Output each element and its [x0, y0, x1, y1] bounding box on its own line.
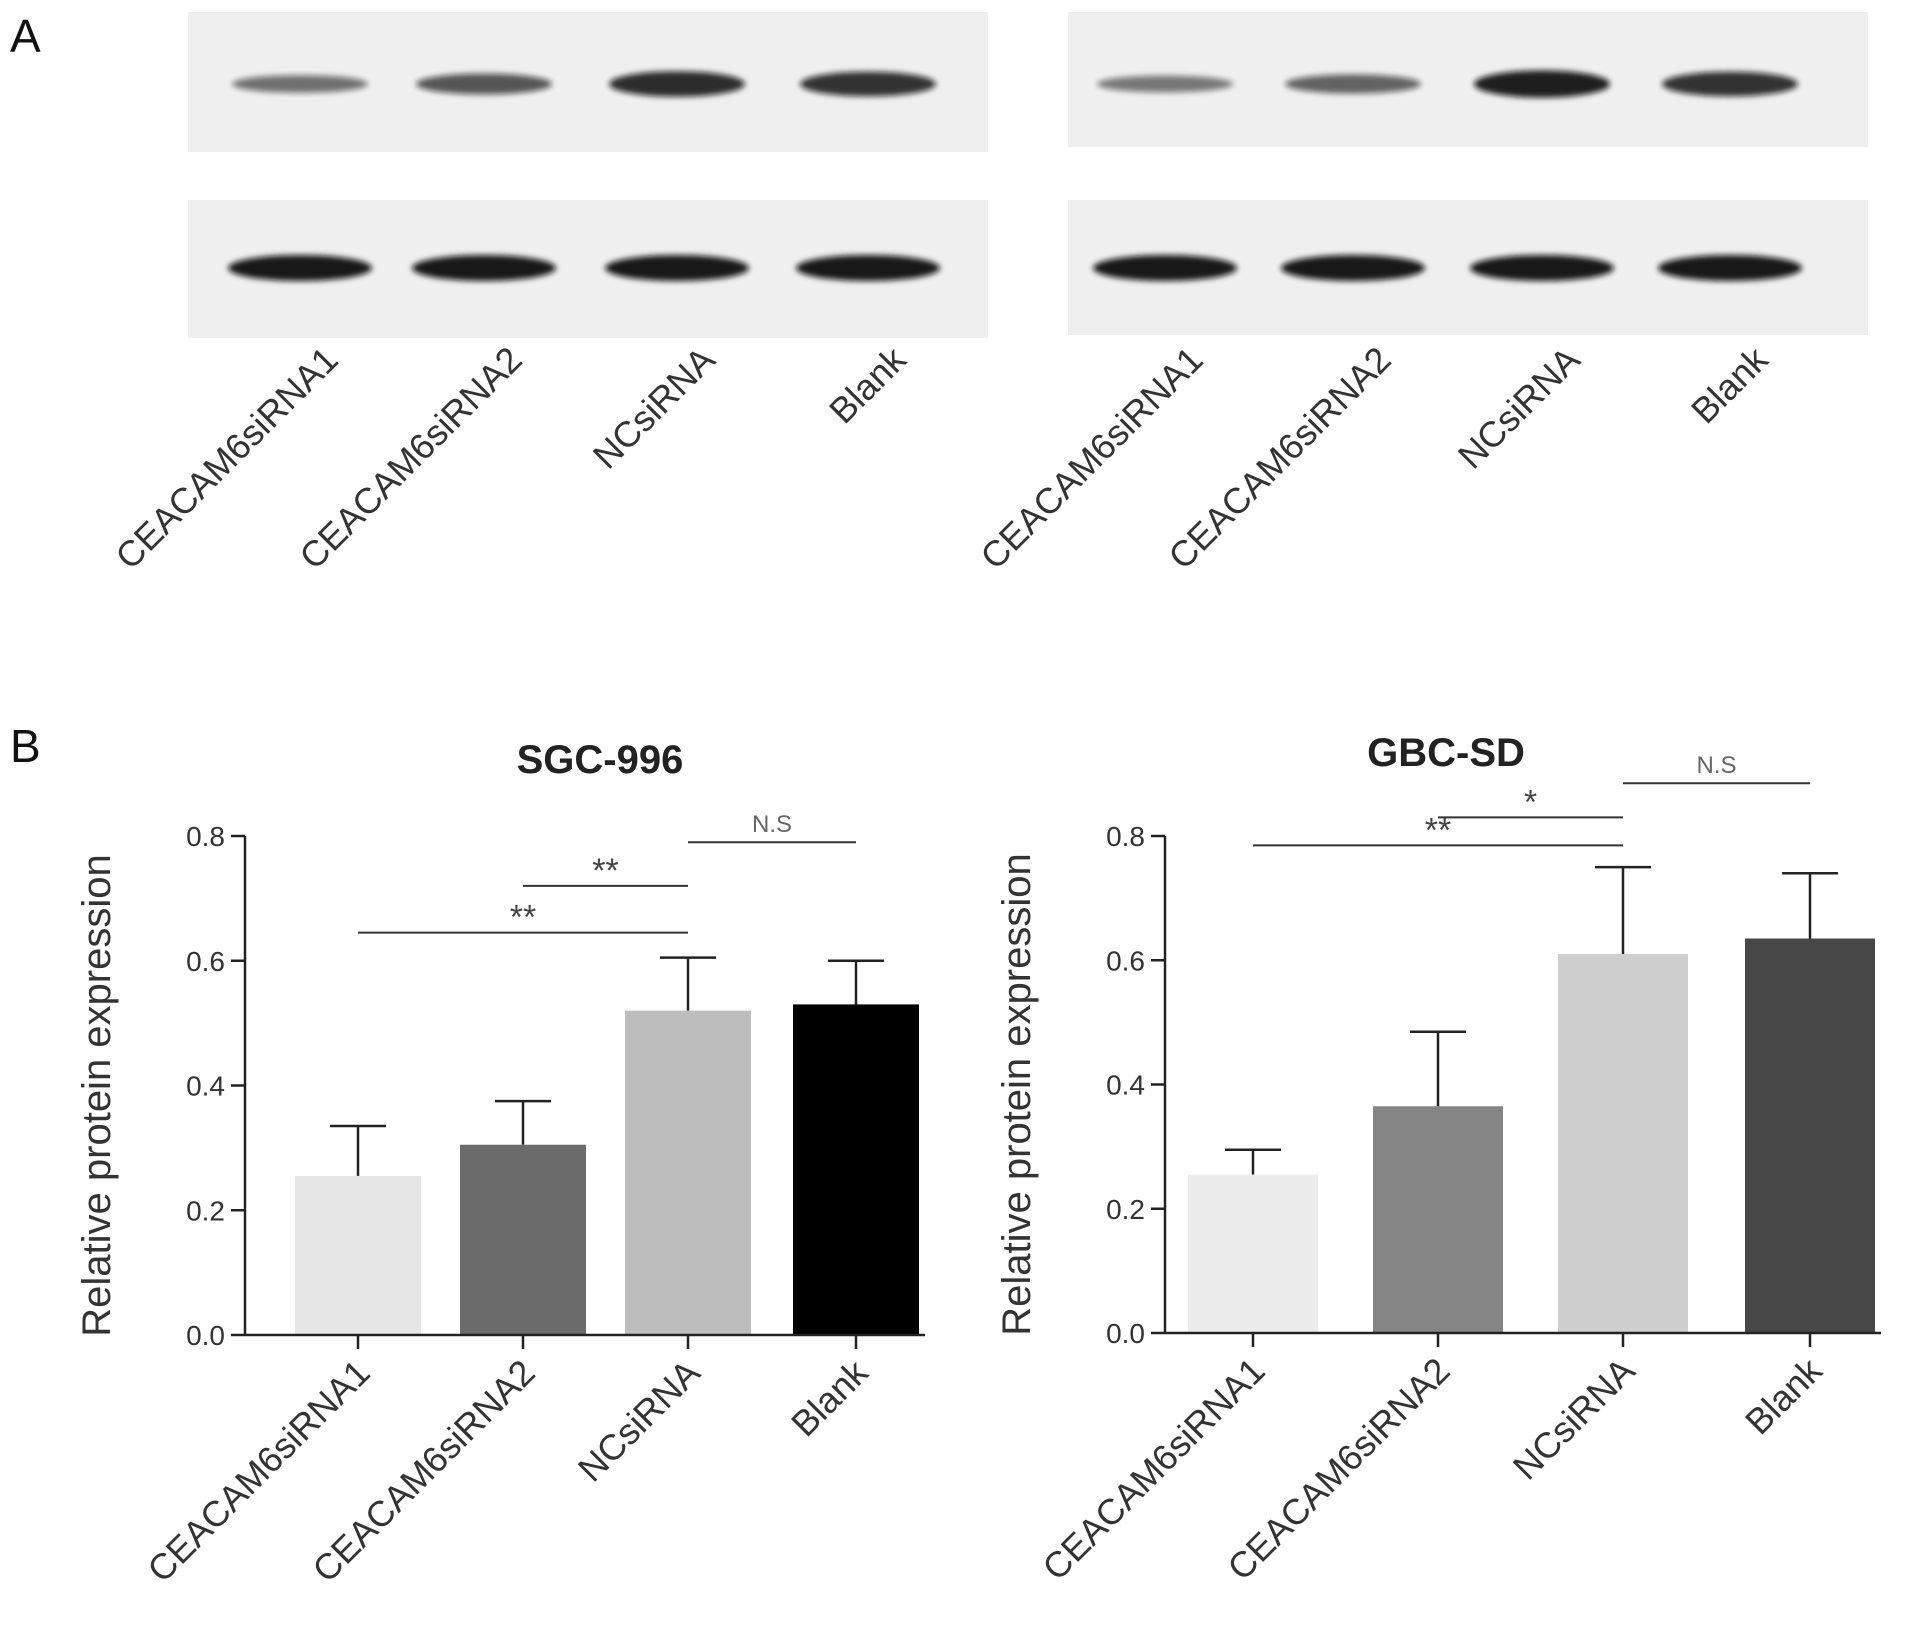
y-tick-label: 0.6	[186, 946, 225, 977]
y-tick-label: 0.2	[186, 1195, 225, 1226]
lane-label: NCsiRNA	[585, 339, 723, 477]
y-tick-label: 0.2	[1106, 1194, 1145, 1225]
bar	[1188, 1174, 1318, 1333]
control-band	[1093, 255, 1237, 281]
control-band	[1281, 255, 1425, 281]
x-category-label: Blank	[783, 1351, 876, 1444]
target-band	[232, 75, 368, 93]
chart-title: GBC-SD	[1367, 731, 1525, 775]
significance-label: N.S	[752, 811, 792, 838]
bar-charts: SGC-996 Relative protein expression 0.0 0.2…	[75, 731, 1881, 1590]
lane-label: NCsiRNA	[1450, 339, 1588, 477]
y-tick-label: 0.0	[186, 1320, 225, 1351]
target-band	[1474, 70, 1610, 98]
control-band	[605, 255, 749, 281]
control-band	[1658, 255, 1802, 281]
x-category-label: Blank	[1737, 1349, 1830, 1442]
control-band	[1470, 255, 1614, 281]
target-band	[1662, 71, 1798, 97]
bar	[625, 1010, 751, 1335]
significance-label: *	[1524, 783, 1537, 821]
significance-label: **	[592, 852, 618, 890]
control-band	[796, 255, 940, 281]
y-axis-title: Relative protein expression	[995, 853, 1039, 1335]
y-tick-label: 0.0	[1106, 1318, 1145, 1349]
control-band	[412, 255, 556, 281]
target-band	[416, 73, 552, 95]
x-category-label: NCsiRNA	[570, 1352, 708, 1490]
bar	[295, 1175, 421, 1335]
bar	[1373, 1106, 1503, 1333]
target-band	[609, 71, 745, 97]
target-band	[800, 71, 936, 97]
lane-label: Blank	[1683, 338, 1776, 431]
bar-chart-2: GBC-SD Relative protein expression 0.0 0.2 0…	[995, 731, 1881, 1588]
bar	[460, 1144, 586, 1335]
bar	[1745, 938, 1875, 1333]
target-band	[1285, 74, 1421, 94]
bar-chart-1: SGC-996 Relative protein expression 0.0 0.2…	[75, 738, 925, 1590]
y-tick-label: 0.8	[1106, 821, 1145, 852]
panel-b-letter: B	[10, 720, 41, 772]
control-band	[228, 255, 372, 281]
y-tick-label: 0.4	[186, 1071, 225, 1102]
y-axis-title: Relative protein expression	[75, 854, 119, 1336]
target-band	[1097, 75, 1233, 93]
bar	[793, 1004, 919, 1335]
significance-label: N.S	[1696, 752, 1736, 779]
bar	[1558, 954, 1688, 1333]
y-tick-label: 0.8	[186, 821, 225, 852]
panel-a-letter: A	[10, 10, 41, 62]
y-tick-label: 0.4	[1106, 1070, 1145, 1101]
chart-title: SGC-996	[517, 738, 684, 782]
y-tick-label: 0.6	[1106, 945, 1145, 976]
x-category-label: NCsiRNA	[1505, 1350, 1643, 1488]
significance-label: **	[510, 899, 536, 937]
lane-label: Blank	[821, 338, 914, 431]
